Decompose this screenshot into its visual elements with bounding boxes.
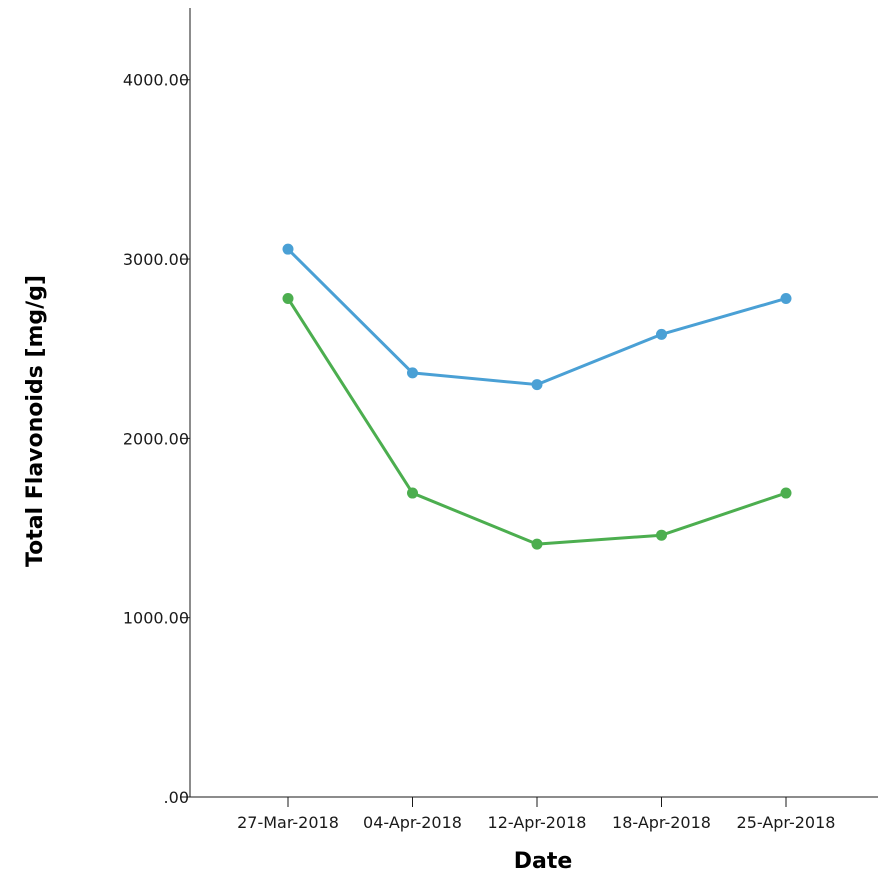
- series-line: [286, 297, 787, 546]
- data-point: [282, 292, 294, 304]
- x-axis-ticks: 27-Mar-2018 04-Apr-2018 12-Apr-2018 18-Apr-…: [237, 797, 835, 832]
- data-point: [407, 367, 418, 379]
- series-1: [282, 243, 792, 391]
- y-tick-label: 4000.00: [123, 71, 189, 90]
- x-tick-label: 27-Mar-2018: [237, 813, 339, 832]
- y-axis-title: Total Flavonoids [mg/g]: [23, 275, 48, 567]
- x-tick-label: 12-Apr-2018: [488, 813, 587, 832]
- y-tick-label: 1000.00: [123, 609, 189, 628]
- y-axis-ticks: .00 1000.00 2000.00 3000.00 4000.00: [123, 71, 190, 807]
- data-point: [656, 328, 667, 340]
- data-point: [531, 538, 543, 550]
- x-tick-label: 18-Apr-2018: [612, 813, 711, 832]
- series-layer: [282, 243, 792, 550]
- x-tick-label: 04-Apr-2018: [363, 813, 462, 832]
- data-point: [531, 379, 543, 391]
- series-2: [282, 292, 792, 550]
- data-point: [780, 292, 792, 304]
- x-axis-title: Date: [514, 849, 573, 874]
- data-point: [780, 487, 792, 499]
- y-tick-label: 2000.00: [123, 429, 189, 448]
- x-tick-label: 25-Apr-2018: [737, 813, 836, 832]
- data-point: [282, 243, 294, 255]
- y-tick-label: 3000.00: [123, 250, 189, 269]
- series-line: [286, 248, 787, 387]
- data-point: [656, 529, 667, 541]
- data-point: [407, 487, 418, 499]
- y-tick-label: .00: [164, 788, 189, 807]
